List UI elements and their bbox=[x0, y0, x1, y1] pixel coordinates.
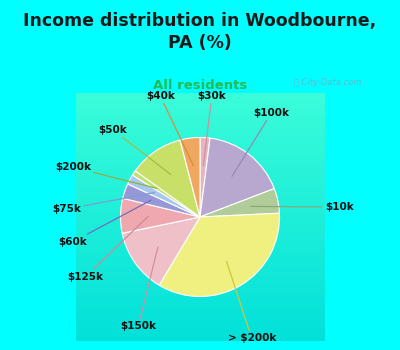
Wedge shape bbox=[135, 140, 200, 217]
Text: Income distribution in Woodbourne,
PA (%): Income distribution in Woodbourne, PA (%… bbox=[24, 12, 376, 52]
Text: ⓘ City-Data.com: ⓘ City-Data.com bbox=[294, 78, 361, 87]
Text: $10k: $10k bbox=[250, 202, 354, 212]
Wedge shape bbox=[180, 138, 200, 217]
Wedge shape bbox=[122, 217, 200, 285]
Text: $75k: $75k bbox=[52, 193, 154, 214]
Wedge shape bbox=[123, 184, 200, 217]
Wedge shape bbox=[128, 175, 200, 217]
Wedge shape bbox=[159, 213, 280, 296]
Text: $40k: $40k bbox=[146, 91, 194, 166]
Text: $150k: $150k bbox=[120, 247, 158, 331]
Text: > $200k: > $200k bbox=[226, 261, 276, 343]
Text: $30k: $30k bbox=[198, 91, 226, 166]
Text: All residents: All residents bbox=[153, 79, 247, 92]
Wedge shape bbox=[132, 171, 200, 217]
Text: $125k: $125k bbox=[68, 216, 148, 282]
Text: $200k: $200k bbox=[55, 162, 157, 188]
Text: $100k: $100k bbox=[232, 108, 290, 176]
Text: $60k: $60k bbox=[58, 200, 151, 247]
Wedge shape bbox=[200, 138, 274, 217]
Wedge shape bbox=[120, 198, 200, 233]
Text: $50k: $50k bbox=[98, 125, 171, 174]
Wedge shape bbox=[200, 138, 210, 217]
Wedge shape bbox=[200, 189, 280, 217]
